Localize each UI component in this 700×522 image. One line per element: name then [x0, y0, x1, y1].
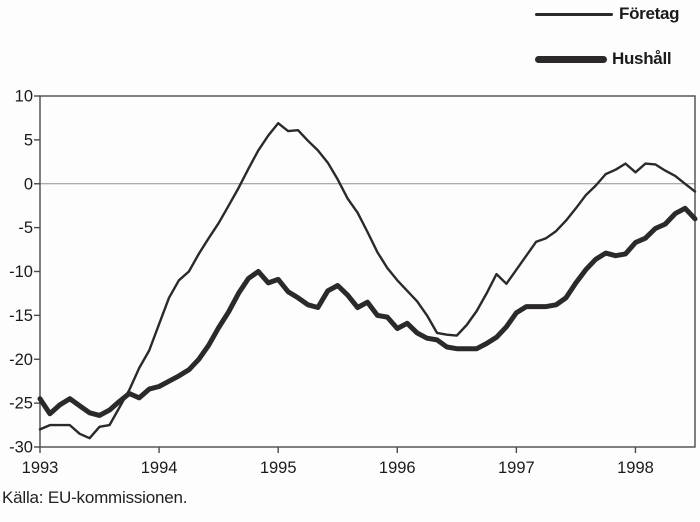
- x-tick-label: 1995: [260, 459, 297, 477]
- x-tick-label: 1996: [379, 459, 416, 477]
- y-tick-label: 10: [15, 88, 33, 106]
- x-tick-label: 1994: [141, 459, 178, 477]
- thick-line-icon: [535, 55, 607, 63]
- legend-item-foretag: Företag: [535, 4, 680, 24]
- legend-item-hushall: Hushåll: [535, 49, 672, 69]
- thin-line-icon: [535, 12, 613, 16]
- source-text: Källa: EU-kommissionen.: [2, 488, 188, 507]
- y-tick-label: -30: [9, 439, 33, 457]
- y-tick-label: -15: [9, 307, 33, 325]
- y-tick-label: -5: [18, 219, 33, 237]
- x-tick-label: 1993: [22, 459, 59, 477]
- x-tick-label: 1997: [498, 459, 535, 477]
- hushall-line: [37, 205, 698, 418]
- y-tick-label: -25: [9, 395, 33, 413]
- y-tick-label: -10: [9, 263, 33, 281]
- plot-border: [39, 95, 696, 448]
- y-tick-label: -20: [9, 351, 33, 369]
- y-tick-label: 0: [24, 175, 33, 193]
- x-tick-label: 1998: [617, 459, 654, 477]
- legend-label-foretag: Företag: [619, 4, 680, 23]
- legend-label-hushall: Hushåll: [612, 49, 672, 68]
- foretag-line: [38, 121, 697, 440]
- y-tick-label: 5: [24, 131, 33, 149]
